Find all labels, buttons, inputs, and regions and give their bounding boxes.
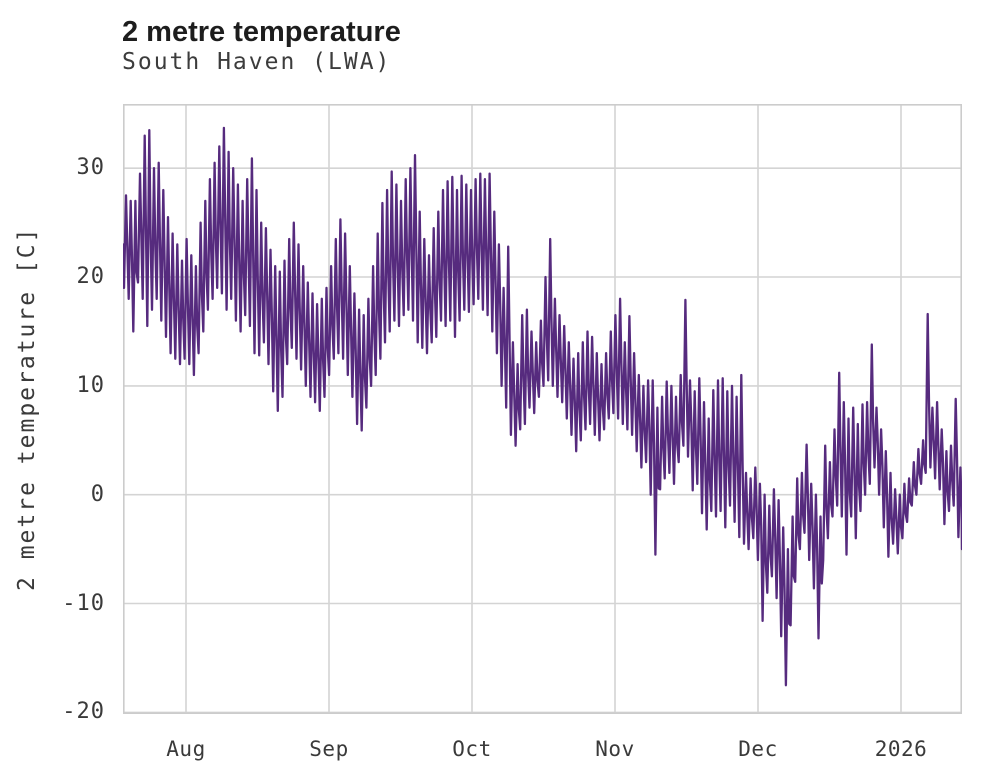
x-tick-label: Aug bbox=[166, 737, 206, 761]
plot-area bbox=[123, 104, 962, 714]
temperature-line bbox=[123, 126, 962, 687]
x-tick-label: 2026 bbox=[874, 737, 928, 761]
gridlines bbox=[123, 104, 962, 714]
y-tick-label: -20 bbox=[62, 699, 105, 724]
y-axis-label: 2 metre temperature [C] bbox=[14, 226, 40, 592]
chart-subtitle: South Haven (LWA) bbox=[122, 49, 392, 75]
x-tick-label: Dec bbox=[738, 737, 778, 761]
y-tick-label: 0 bbox=[90, 482, 105, 507]
x-tick-label: Nov bbox=[595, 737, 635, 761]
plot-border bbox=[123, 104, 962, 714]
y-tick-label: 30 bbox=[76, 155, 105, 180]
chart-title: 2 metre temperature bbox=[122, 16, 401, 48]
y-tick-label: 10 bbox=[76, 373, 105, 398]
x-tick-label: Oct bbox=[452, 737, 492, 761]
x-tick-label: Sep bbox=[309, 737, 349, 761]
y-tick-label: -10 bbox=[62, 591, 105, 616]
y-tick-label: 20 bbox=[76, 264, 105, 289]
